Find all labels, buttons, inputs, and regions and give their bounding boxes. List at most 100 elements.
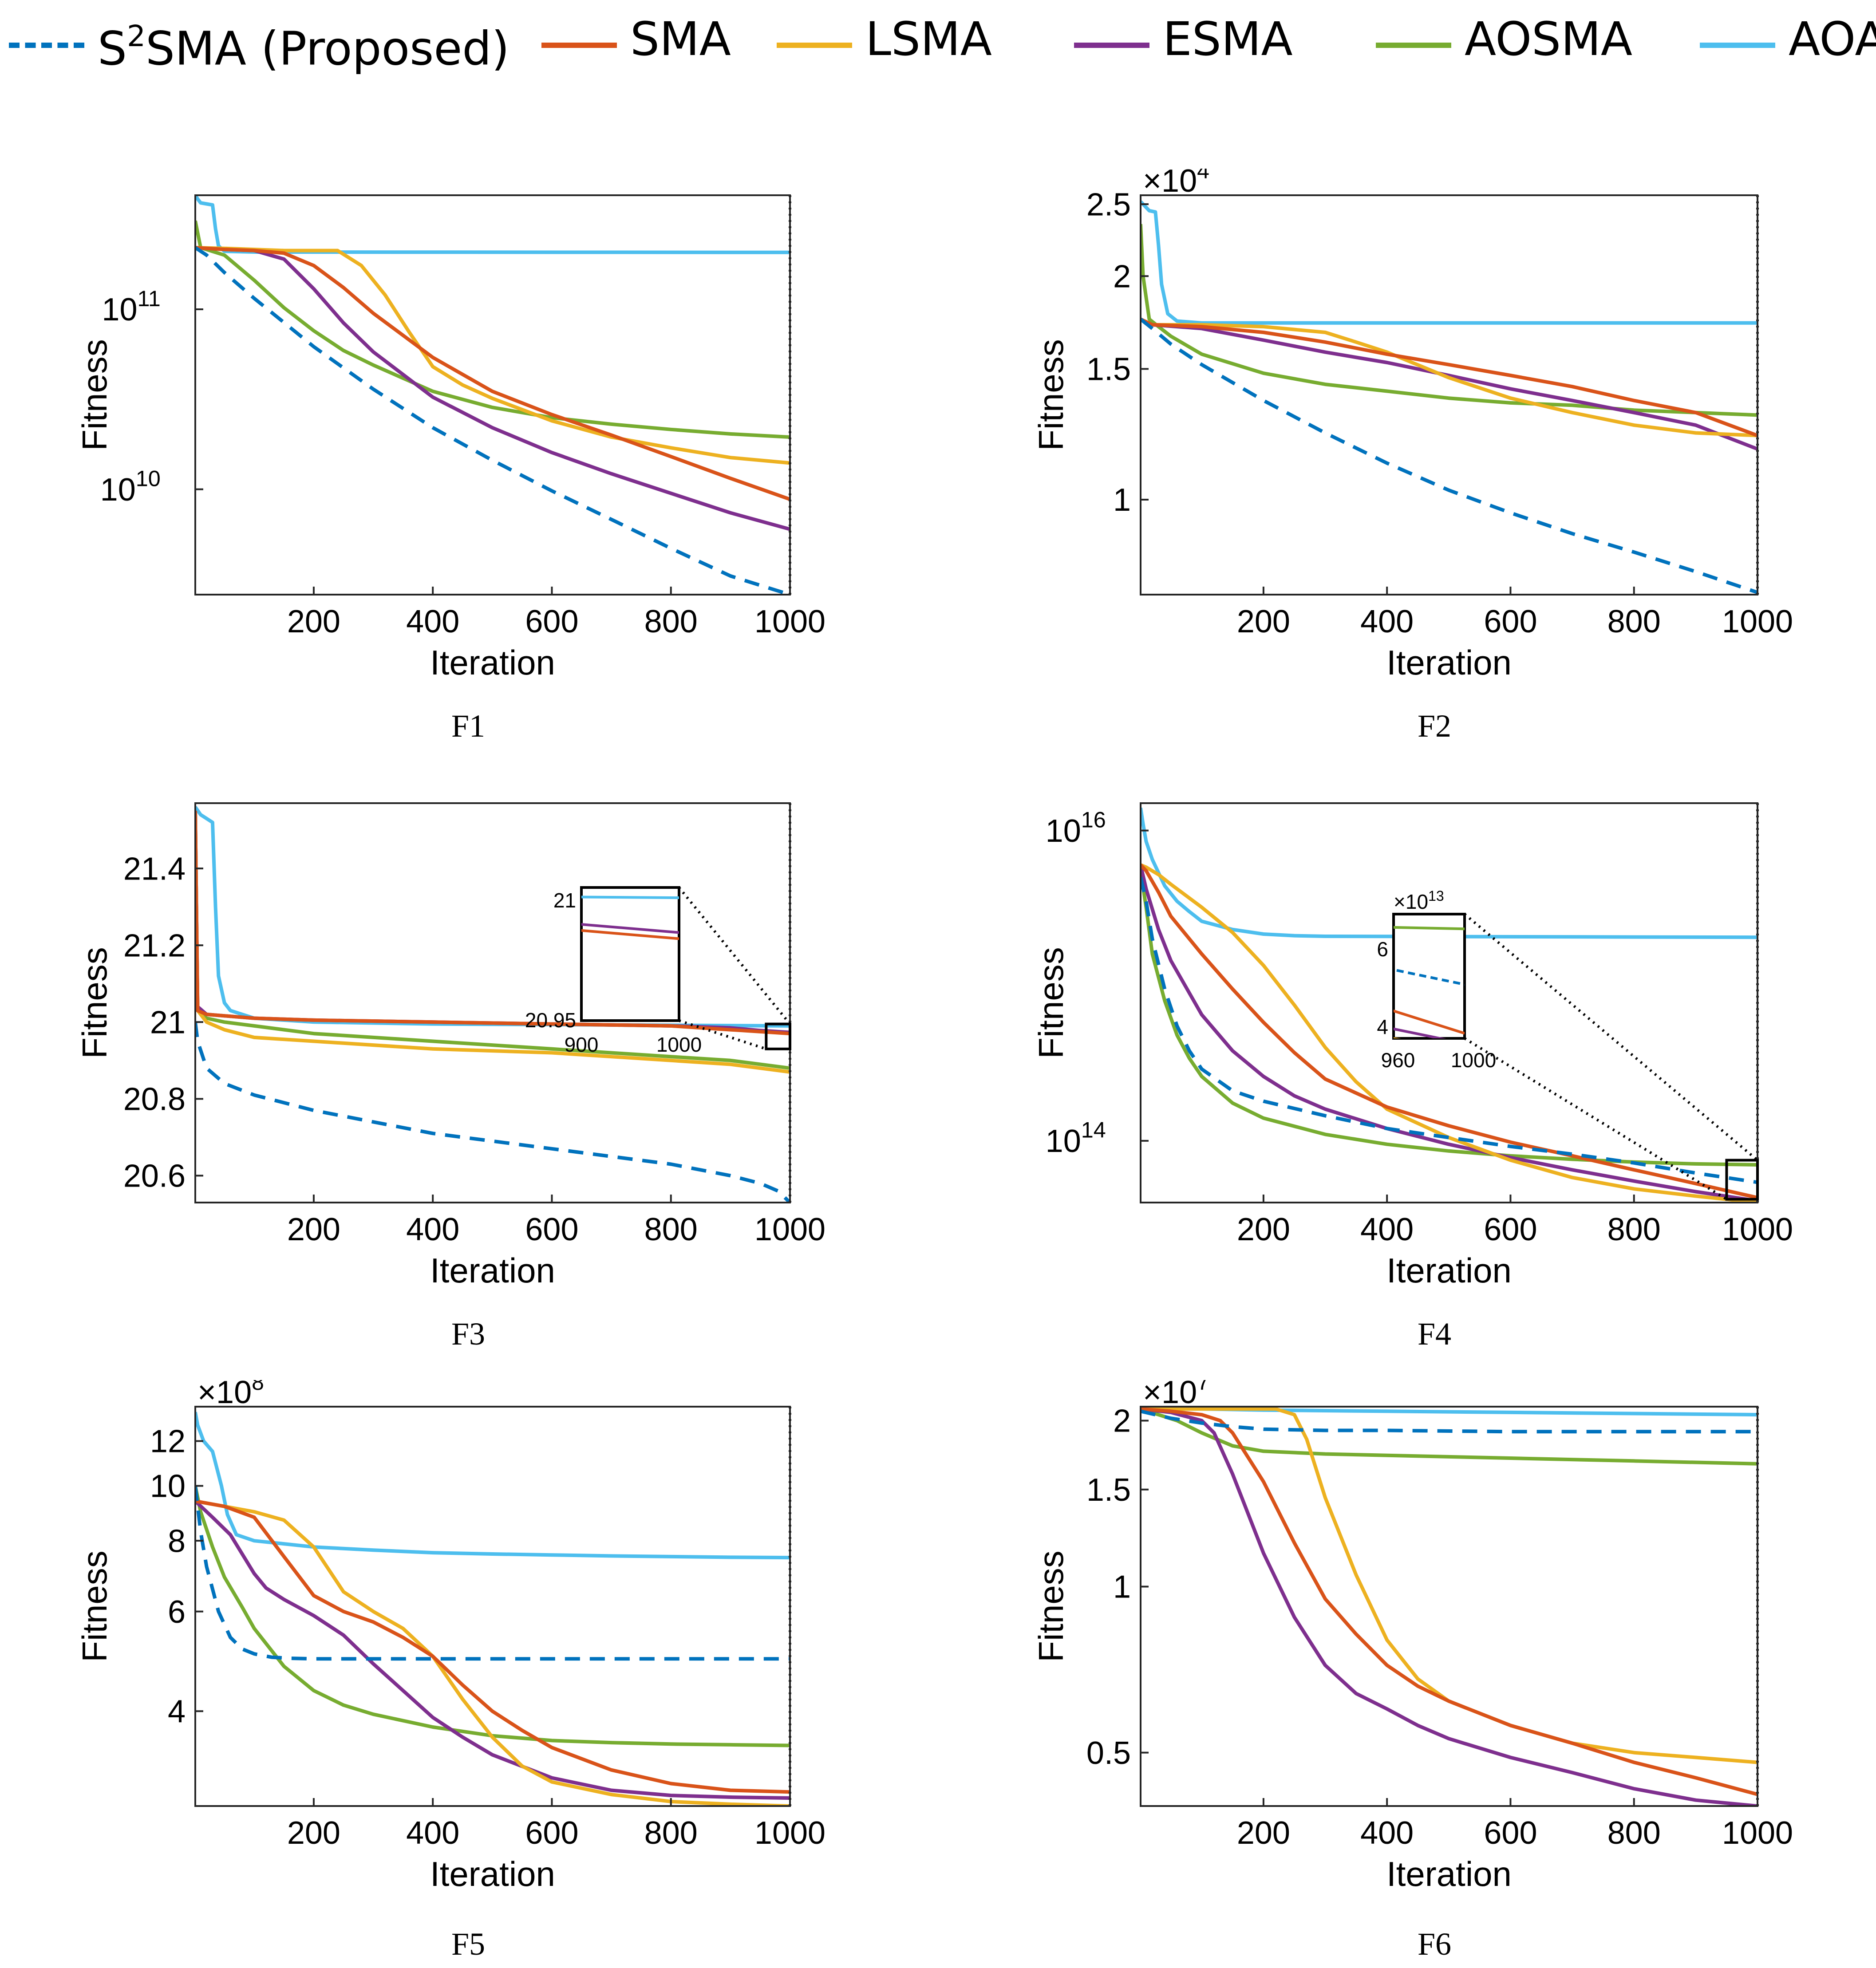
legend-swatch — [777, 43, 852, 48]
x-tick-label: 1000 — [754, 604, 825, 639]
y-tick-label: 1 — [1113, 482, 1131, 518]
legend-swatch — [541, 43, 617, 48]
x-tick-label: 1000 — [1722, 1212, 1793, 1247]
x-tick-label: 600 — [525, 1212, 578, 1247]
x-tick-label: 600 — [525, 1815, 578, 1851]
y-axis: 0.5 1 1.5 2 — [1086, 1404, 1149, 1771]
legend-label-main: AOA — [1789, 12, 1876, 66]
chart-f6: 200 400 600 800 1000 Iteration 0.5 1 1.5 2 Fitness… — [1031, 1370, 1793, 1893]
x-axis-label: Iteration — [430, 643, 555, 682]
x-tick-label: 400 — [1360, 604, 1414, 639]
legend-swatch — [9, 43, 84, 48]
series-group — [195, 1412, 790, 1806]
panel-f6: 200 400 600 800 1000 Iteration 0.5 1 1.5 2 Fitness… — [959, 1370, 1876, 1957]
series-group — [195, 806, 790, 1203]
y-tick-label: 1016 — [1046, 807, 1106, 848]
series-line-aosma — [195, 220, 790, 439]
series-line-s2sma-proposed — [195, 246, 790, 595]
legend-label-main: S — [98, 21, 127, 76]
x-tick-label: 800 — [644, 604, 698, 639]
panel-f3: 200 400 600 800 1000 Iteration 20.6 20.8 21 21.2 2… — [0, 777, 888, 1353]
inset-frame — [580, 886, 680, 1022]
y-axis: 4 6 8 10 12 — [150, 1424, 203, 1729]
inset-x-tick-label: 1000 — [1451, 1049, 1496, 1072]
y-axis: 1010 1011 — [100, 286, 203, 508]
series-line-lsma — [1141, 317, 1758, 438]
legend-label-superscript: 2 — [127, 19, 146, 53]
x-tick-label: 400 — [1360, 1212, 1414, 1247]
series-group — [1141, 200, 1758, 594]
series-line-esma — [195, 1499, 790, 1800]
caption-f3: F3 — [451, 1316, 486, 1352]
y-tick-label: 21 — [150, 1005, 186, 1040]
chart-f4: 200 400 600 800 1000 Iteration 1014 1016 Fitness… — [1031, 802, 1793, 1290]
legend-label: AOA — [1789, 8, 1876, 70]
y-axis: 20.6 20.8 21 21.2 21.4 — [123, 851, 203, 1194]
series-line-lsma — [1141, 863, 1758, 1203]
x-tick-label: 400 — [406, 1815, 459, 1851]
series-line-esma — [1141, 1407, 1758, 1806]
y-axis: 1014 1016 — [1046, 807, 1149, 1159]
x-tick-label: 600 — [1484, 1212, 1537, 1247]
y-tick-label: 1010 — [100, 465, 161, 507]
caption-f2: F2 — [1417, 708, 1452, 744]
x-tick-label: 200 — [1237, 1212, 1290, 1247]
x-tick-label: 400 — [1360, 1815, 1414, 1851]
y-tick-label: 1.5 — [1086, 352, 1131, 387]
zoom-connector — [678, 887, 791, 1025]
y-tick-label: 2.5 — [1086, 187, 1131, 222]
series-line-s2sma-proposed — [195, 1486, 790, 1661]
x-tick-label: 1000 — [754, 1815, 825, 1851]
x-tick-label: 800 — [1607, 1212, 1661, 1247]
legend-label-main: ESMA — [1163, 12, 1293, 66]
x-tick-label: 200 — [1237, 1815, 1290, 1851]
x-axis: 200 400 600 800 1000 — [287, 1798, 825, 1851]
series-line-sma — [195, 246, 790, 501]
inset-y-tick-label: 20.95 — [525, 1009, 576, 1032]
x-tick-label: 200 — [1237, 604, 1290, 639]
series-line-sma — [1141, 1407, 1758, 1796]
y-tick-label: 2 — [1113, 1404, 1131, 1439]
x-tick-label: 800 — [1607, 1815, 1661, 1851]
panel-f1: 200 400 600 800 1000 Iteration 1010 1011 Fitness — [0, 169, 888, 745]
legend-label-main: AOSMA — [1465, 12, 1633, 66]
legend-label-main: SMA — [630, 12, 731, 66]
y-axis: 1 1.5 2 2.5 — [1086, 187, 1149, 518]
y-tick-label: 6 — [168, 1594, 186, 1630]
caption-f4: F4 — [1417, 1316, 1452, 1352]
legend-swatch — [1700, 43, 1775, 48]
series-line-aoa — [1141, 807, 1758, 939]
y-tick-label: 21.4 — [123, 851, 186, 887]
legend-swatch — [1376, 43, 1451, 48]
inset-multiplier: ×1013 — [1394, 888, 1444, 913]
series-line-sma — [1141, 864, 1758, 1199]
x-axis-label: Iteration — [1386, 643, 1512, 682]
y-tick-label: 8 — [168, 1523, 186, 1559]
y-tick-label: 20.8 — [123, 1082, 186, 1117]
series-line-sma — [1141, 317, 1758, 438]
x-tick-label: 800 — [1607, 604, 1661, 639]
series-group — [195, 195, 790, 595]
caption-f6: F6 — [1417, 1926, 1452, 1962]
x-axis-label: Iteration — [430, 1854, 555, 1893]
zoom-region — [1725, 1159, 1759, 1201]
x-axis-label: Iteration — [1386, 1854, 1512, 1893]
series-group — [1141, 807, 1758, 1203]
x-tick-label: 400 — [406, 604, 459, 639]
legend-label-rest: SMA (Proposed) — [146, 21, 509, 76]
y-axis-label: Fitness — [75, 1550, 114, 1662]
chart-f3: 200 400 600 800 1000Iteration20.620.82121.22… — [75, 802, 825, 1290]
legend-label: SMA — [630, 8, 731, 70]
plot-area — [1141, 1407, 1758, 1806]
panel-f2: 200 400 600 800 1000 Iteration 1 1.5 2 2.5 Fitness… — [959, 158, 1876, 745]
inset-x-tick-label: 960 — [1381, 1049, 1415, 1072]
zoom-connector — [1464, 913, 1758, 1161]
y-axis-label: Fitness — [1031, 1550, 1070, 1662]
caption-f5: F5 — [451, 1926, 486, 1962]
plot-area — [195, 803, 790, 1203]
legend-swatch — [1074, 43, 1149, 48]
x-axis: 200 400 600 800 1000 — [287, 1195, 825, 1247]
series-line-aoa — [195, 1412, 790, 1560]
chart-f1: 200 400 600 800 1000 Iteration 1010 1011 Fitness — [75, 194, 825, 682]
